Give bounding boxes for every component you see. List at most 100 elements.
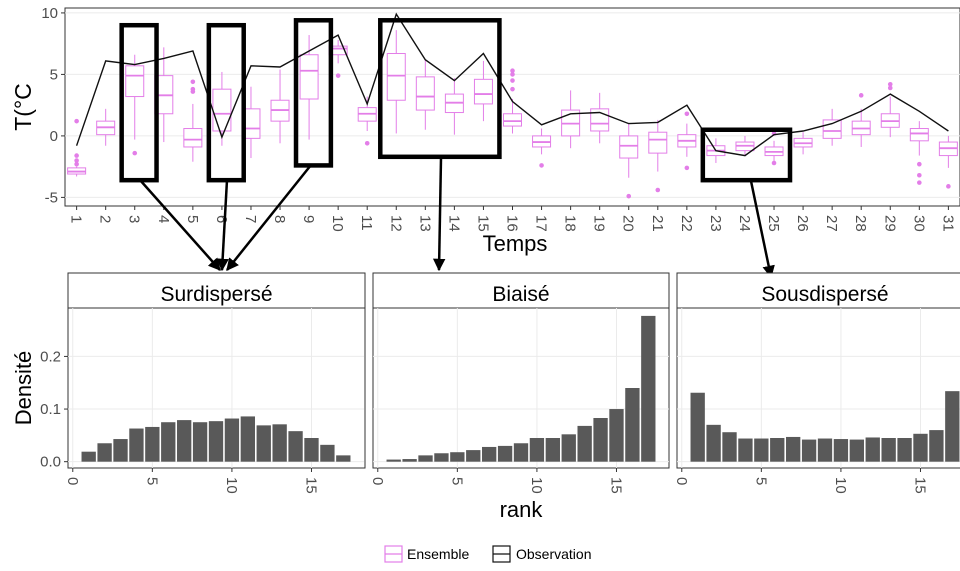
boxplot-y-ticks: -5 0 5 10	[41, 5, 65, 206]
x-tick-label: 15	[302, 477, 319, 494]
rank-bar	[593, 418, 608, 462]
arrow-6-to-surdisperse	[216, 179, 229, 272]
x-tick-label: 28	[852, 215, 869, 232]
facet-strip-sousdisperse	[676, 272, 960, 309]
ensemble-box	[909, 121, 929, 185]
rank-bar	[849, 439, 864, 462]
ensemble-box	[619, 123, 639, 199]
box-outlier	[510, 86, 515, 92]
x-tick-label: 21	[649, 215, 666, 232]
rank-bar	[81, 451, 96, 462]
ensemble-box	[938, 135, 958, 189]
box-outlier	[771, 160, 777, 166]
arrow-12-15-to-biaise	[432, 157, 446, 272]
rank-bar	[561, 434, 576, 462]
y-tick-label: 0	[50, 128, 58, 145]
rank-bar	[272, 424, 287, 462]
facet-biaise-bars	[386, 315, 656, 462]
rank-bar	[482, 446, 497, 462]
legend: Ensemble Observation	[384, 545, 591, 563]
box-body	[125, 65, 145, 98]
ensemble-box	[96, 108, 116, 146]
box-outlier	[74, 161, 79, 167]
box-body	[909, 128, 929, 142]
rank-bar	[402, 459, 417, 462]
x-tick-label: 17	[533, 215, 550, 232]
rank-bar	[945, 391, 960, 462]
x-tick-label: 29	[881, 215, 898, 232]
ensemble-box	[473, 60, 493, 122]
rank-bar	[881, 438, 896, 462]
x-tick-label: 5	[752, 477, 769, 485]
rank-bar	[240, 416, 255, 462]
rank-bar	[722, 432, 737, 462]
rank-bar	[97, 443, 112, 462]
y-tick-label: 0.1	[40, 401, 61, 418]
box-body	[473, 78, 493, 105]
x-tick-label: 25	[765, 215, 782, 232]
ensemble-box	[532, 128, 552, 168]
rank-bar	[304, 438, 319, 462]
legend-observation-key	[492, 545, 511, 563]
x-tick-label: 30	[910, 215, 927, 232]
arrow-9-to-surdisperse	[226, 164, 312, 271]
ensemble-box	[590, 92, 610, 144]
rank-bar	[897, 438, 912, 462]
facet-strip-biaise	[372, 272, 670, 309]
rank-bar	[625, 388, 640, 462]
box-outlier	[626, 193, 632, 199]
ensemble-box	[503, 68, 522, 134]
legend-ensemble-key	[384, 545, 403, 563]
x-tick-label: 6	[213, 215, 230, 223]
facet-biaise: Biaisé 0 5 10 15	[369, 272, 670, 494]
x-tick-label: 16	[504, 215, 521, 232]
ensemble-box	[125, 54, 145, 156]
box-outlier	[684, 165, 690, 171]
facet-surdisperse: Surdispersé 0 5 10 15 0.0 0.1 0.2	[40, 272, 366, 494]
highlight-rect	[378, 18, 502, 160]
observation-line	[75, 12, 949, 157]
x-tick-label: 5	[184, 215, 201, 223]
x-tick-label: 15	[474, 215, 491, 232]
rank-bar	[609, 409, 624, 462]
rank-bar	[129, 428, 144, 462]
rank-bar	[786, 436, 801, 462]
y-tick-label: -5	[45, 189, 58, 206]
box-outlier	[917, 180, 922, 185]
x-tick-label: 14	[445, 215, 462, 232]
box-body	[212, 88, 232, 132]
rank-bar	[754, 438, 769, 462]
facet-sousdisperse-x-ticks: 0 5 10 15	[673, 468, 928, 494]
x-tick-label: 15	[607, 477, 624, 494]
box-outlier	[510, 68, 515, 74]
facet-sousdisperse: Sousdispersé 0 5 10 15	[673, 272, 960, 494]
facet-ylabel: Densité	[11, 351, 36, 426]
ensemble-box	[415, 59, 435, 130]
x-tick-label: 10	[832, 477, 849, 494]
rank-bar	[833, 439, 849, 462]
rank-bar	[288, 431, 303, 462]
x-tick-label: 7	[242, 215, 259, 223]
ensemble-box	[735, 135, 755, 156]
facet-surdisperse-y-ticks: 0.0 0.1 0.2	[40, 348, 68, 471]
facet-title-biaise: Biaisé	[492, 283, 549, 306]
box-outlier	[887, 85, 893, 91]
ensemble-box	[764, 131, 784, 166]
rank-bar	[450, 452, 465, 462]
rank-bar	[706, 424, 721, 462]
x-tick-label: 4	[155, 215, 172, 223]
y-tick-label: 5	[50, 66, 58, 83]
facet-title-surdisperse: Surdispersé	[160, 283, 272, 306]
arrows	[139, 157, 775, 279]
facet-biaise-x-ticks: 0 5 10 15	[369, 468, 624, 494]
rank-bar	[177, 420, 192, 462]
ensemble-box	[851, 93, 871, 147]
rank-bar	[577, 425, 592, 462]
rank-bar	[418, 455, 433, 462]
rank-bar	[466, 450, 481, 462]
rank-bar	[513, 443, 529, 462]
boxplot-xlabel: Temps	[483, 231, 548, 256]
rank-bar	[161, 422, 176, 462]
ensemble-box	[880, 81, 900, 138]
